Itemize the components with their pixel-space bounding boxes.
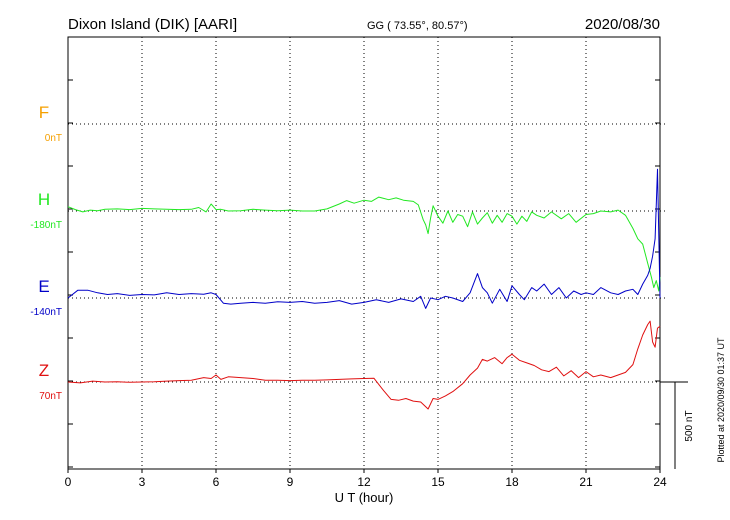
plotted-timestamp: Plotted at 2020/09/30 01:37 UT (716, 337, 726, 463)
series-name-h: H (38, 190, 50, 209)
grid-lines (68, 37, 666, 469)
x-tick-label: 9 (287, 475, 294, 489)
series-line-e (67, 168, 661, 309)
series-baseline-e: -140nT (30, 307, 62, 318)
series-baseline-h: -180nT (30, 220, 62, 231)
series-line-h (67, 196, 661, 292)
series-line-z (67, 320, 661, 410)
x-tick-label: 15 (431, 475, 445, 489)
x-tick-label: 21 (579, 475, 593, 489)
series-name-f: F (39, 103, 49, 122)
x-tick-label: 6 (213, 475, 220, 489)
station-coords: GG ( 73.55°, 80.57°) (367, 20, 468, 32)
x-tick-label: 3 (139, 475, 146, 489)
scale-bar: 500 nT (660, 381, 695, 469)
x-tick-label: 12 (357, 475, 371, 489)
x-axis-label: U T (hour) (335, 490, 394, 505)
series-name-z: Z (39, 361, 49, 380)
x-axis-ticks: 0 3 6 9 12 15 18 21 24 (65, 469, 667, 489)
x-tick-label: 0 (65, 475, 72, 489)
x-tick-label: 18 (505, 475, 519, 489)
scale-bar-label: 500 nT (684, 410, 695, 441)
series-lines (67, 168, 661, 410)
date-label: 2020/08/30 (585, 16, 660, 33)
series-baseline-z: 70nT (39, 391, 62, 402)
series-labels: F 0nT H -180nT E -140nT Z 70nT (30, 103, 62, 402)
station-title: Dixon Island (DIK) [AARI] (68, 16, 237, 33)
x-tick-label: 24 (653, 475, 667, 489)
series-baseline-f: 0nT (45, 133, 62, 144)
series-name-e: E (38, 277, 49, 296)
